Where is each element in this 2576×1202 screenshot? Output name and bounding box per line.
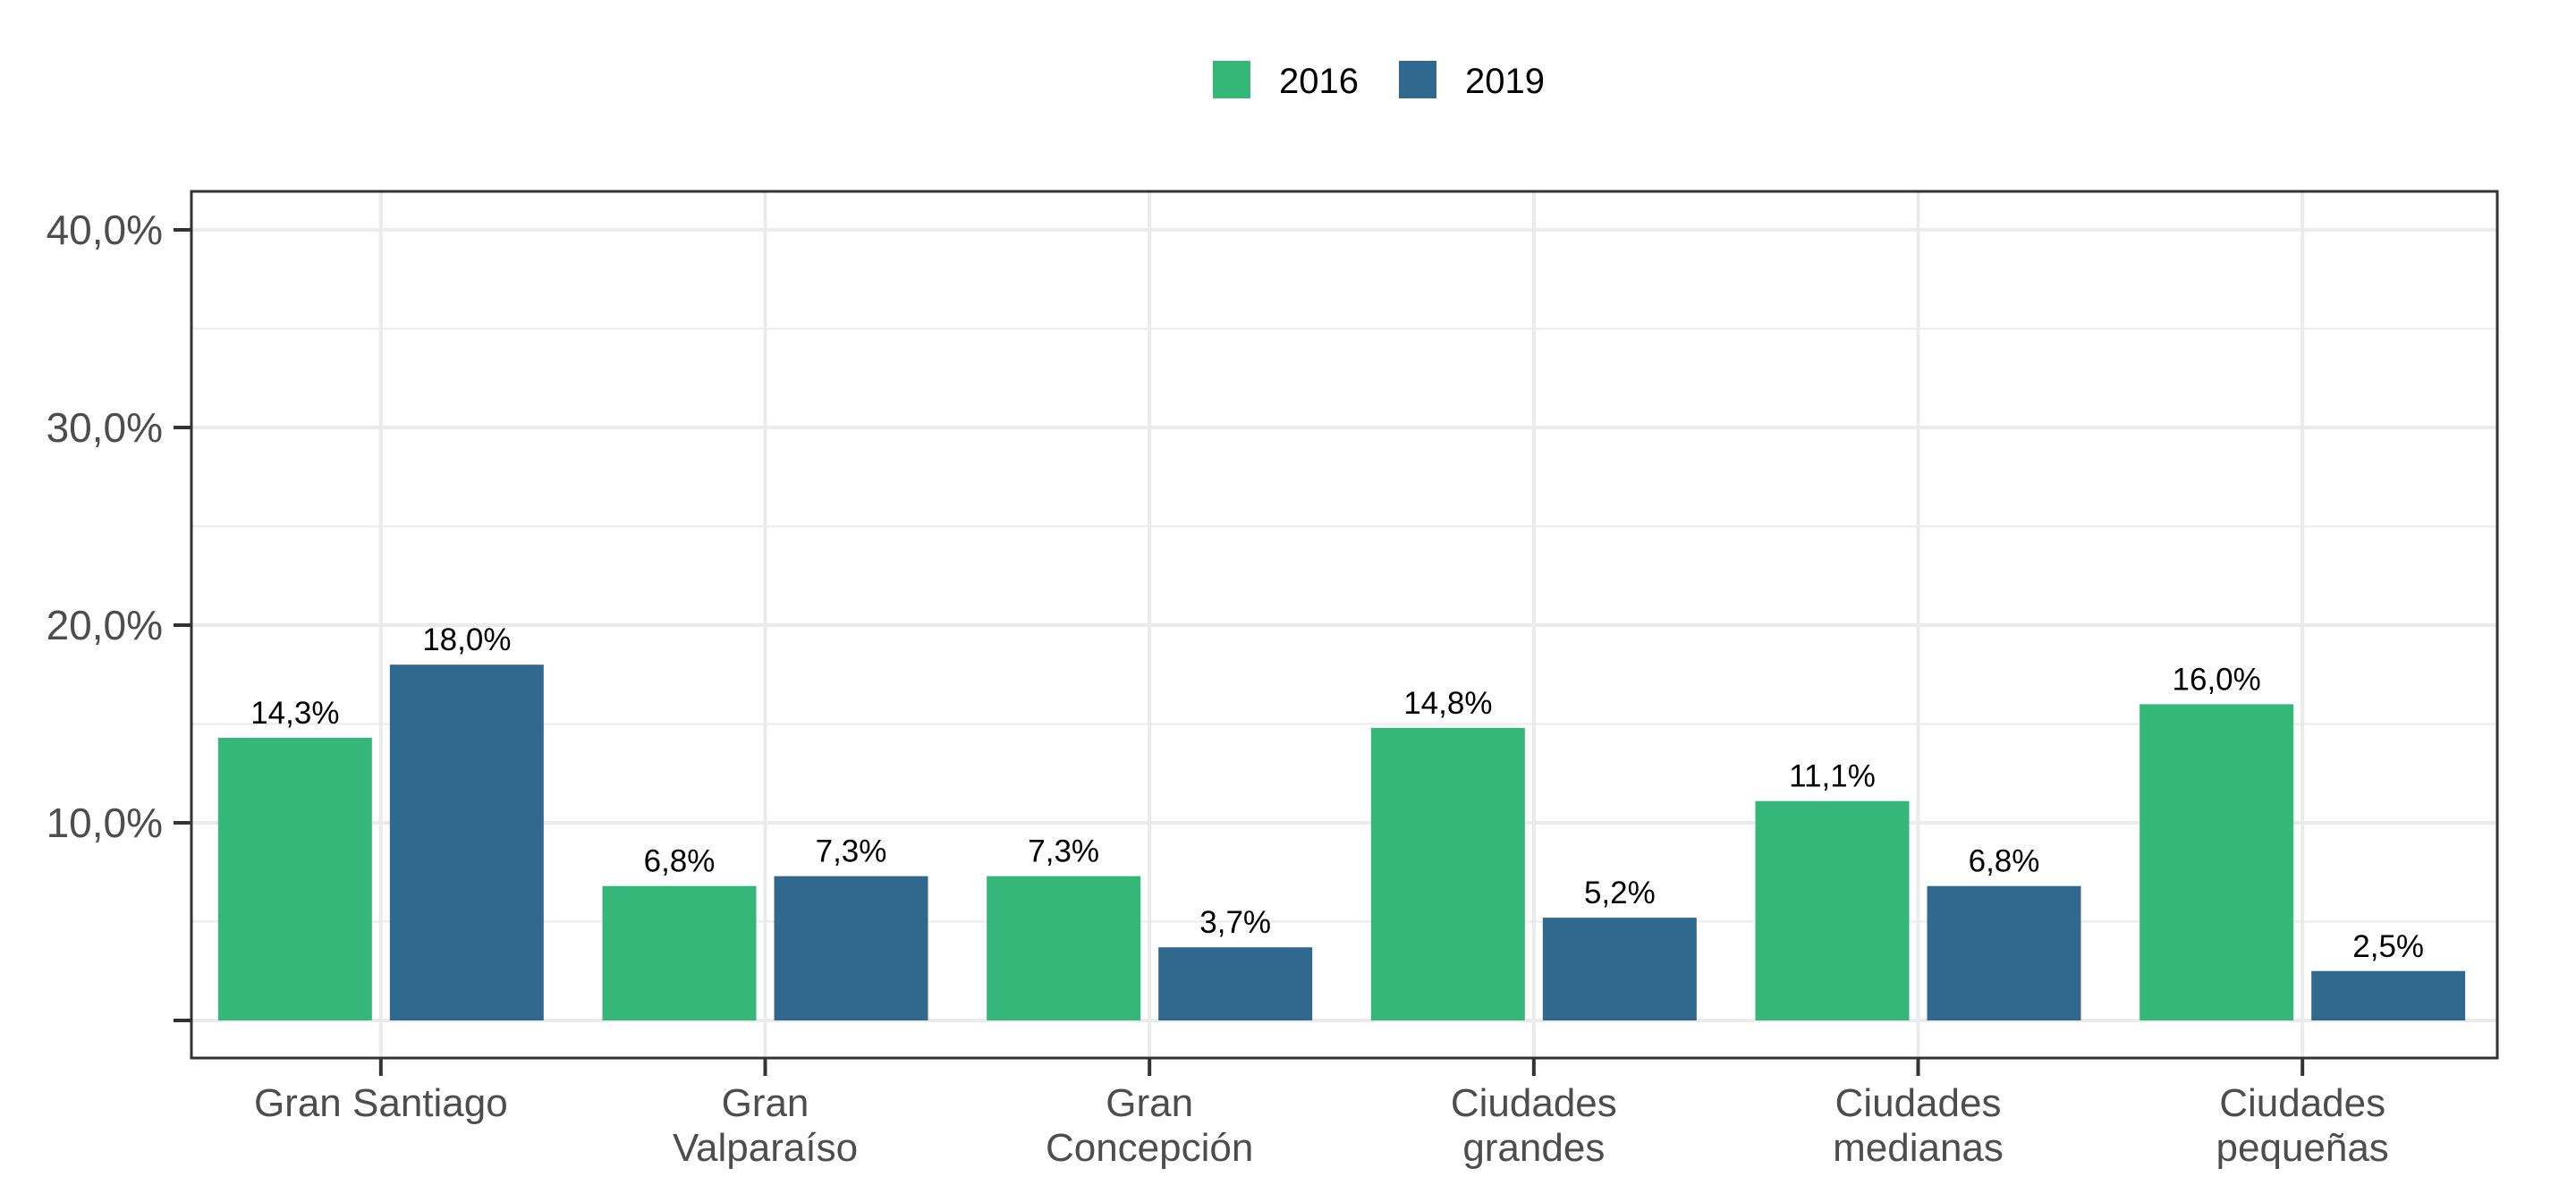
data-label: 6,8% [644, 844, 716, 879]
data-label: 3,7% [1199, 905, 1271, 940]
bars [217, 664, 2466, 1020]
axes: 10,0% 20,0% 30,0% 40,0% Gran Santiago Gran Val… [47, 207, 2389, 1170]
y-tick-label: 20,0% [47, 602, 163, 648]
x-tick-label: Gran Valparaíso [673, 1081, 858, 1170]
legend: 2016 2019 [1213, 61, 1545, 101]
x-tick-label: Gran Santiago [254, 1081, 508, 1125]
x-tick-label: Ciudades medianas [1833, 1081, 2004, 1170]
data-label: 6,8% [1969, 844, 2040, 879]
bar-2019-3 [1542, 918, 1697, 1020]
y-tick-label: 10,0% [47, 800, 163, 846]
legend-swatch-2016 [1213, 61, 1250, 98]
legend-label-2019: 2019 [1465, 62, 1545, 101]
legend-label-2016: 2016 [1279, 62, 1359, 101]
bar-2019-0 [389, 664, 544, 1020]
bar-2019-4 [1927, 885, 2081, 1020]
bar-2016-4 [1755, 800, 1910, 1020]
legend-swatch-2019 [1399, 61, 1436, 98]
data-label: 14,8% [1403, 686, 1492, 721]
data-label: 14,3% [250, 696, 339, 731]
bar-2019-1 [774, 876, 928, 1020]
grid-lines [191, 191, 2497, 1058]
y-tick-label: 30,0% [47, 404, 163, 451]
data-label: 16,0% [2173, 662, 2261, 697]
x-tick-label: Gran Concepción [1046, 1081, 1253, 1170]
data-label: 7,3% [816, 834, 887, 869]
bar-2016-0 [217, 737, 372, 1020]
x-tick-label: Ciudades grandes [1451, 1081, 1617, 1170]
data-label: 18,0% [422, 622, 511, 657]
bar-2016-1 [602, 885, 757, 1020]
bar-2019-2 [1158, 947, 1313, 1020]
y-tick-label: 40,0% [47, 207, 163, 253]
data-label: 2,5% [2352, 929, 2424, 964]
bar-2016-5 [2140, 704, 2294, 1020]
bar-2016-2 [987, 876, 1141, 1020]
data-label: 5,2% [1584, 876, 1656, 910]
data-label: 11,1% [1789, 759, 1876, 794]
data-labels: 14,3% 6,8% 7,3% 14,8% 11,1% 16,0% 18,0% 7,3% 3,7… [250, 622, 2424, 964]
x-tick-label: Ciudades pequeñas [2216, 1081, 2389, 1170]
bar-2016-3 [1370, 727, 1525, 1020]
bar-2019-5 [2311, 970, 2466, 1020]
data-label: 7,3% [1028, 834, 1099, 869]
